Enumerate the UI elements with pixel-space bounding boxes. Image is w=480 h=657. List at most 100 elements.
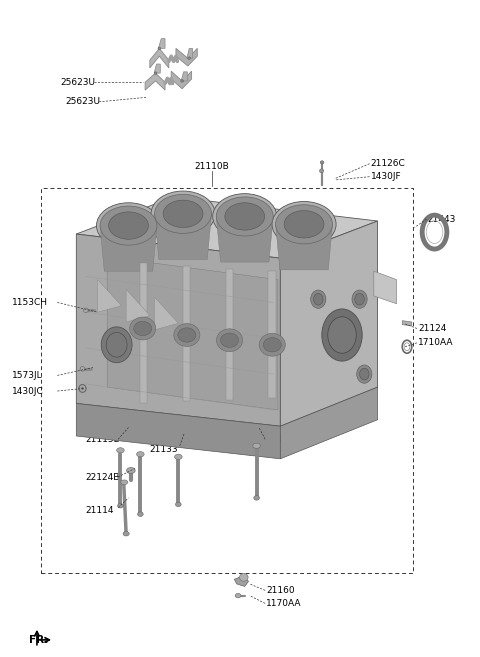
Polygon shape: [402, 321, 412, 326]
Text: FR.: FR.: [29, 635, 48, 645]
Polygon shape: [374, 271, 396, 304]
Ellipse shape: [357, 365, 372, 383]
Polygon shape: [76, 234, 280, 426]
Ellipse shape: [263, 338, 281, 352]
Polygon shape: [183, 266, 190, 401]
Text: 1153CH: 1153CH: [12, 298, 48, 307]
Ellipse shape: [216, 197, 273, 236]
Text: 1170AA: 1170AA: [266, 599, 301, 608]
Polygon shape: [176, 49, 197, 66]
Text: 21133: 21133: [150, 445, 179, 453]
Text: 21115D: 21115D: [266, 435, 301, 443]
Ellipse shape: [158, 47, 161, 50]
Ellipse shape: [127, 468, 135, 474]
Ellipse shape: [313, 293, 323, 305]
Ellipse shape: [118, 503, 123, 508]
Polygon shape: [234, 576, 249, 587]
Ellipse shape: [213, 194, 277, 239]
Ellipse shape: [220, 333, 239, 348]
Polygon shape: [155, 214, 212, 260]
Ellipse shape: [272, 202, 336, 247]
Ellipse shape: [155, 194, 212, 233]
Ellipse shape: [254, 495, 260, 500]
Ellipse shape: [178, 328, 196, 342]
Polygon shape: [187, 49, 192, 58]
Ellipse shape: [137, 451, 144, 457]
Ellipse shape: [174, 324, 200, 346]
Text: 1430JC: 1430JC: [12, 386, 44, 396]
Bar: [41, 189, 413, 573]
Ellipse shape: [276, 205, 333, 244]
Ellipse shape: [154, 72, 157, 74]
Polygon shape: [181, 72, 187, 81]
Ellipse shape: [284, 211, 324, 238]
Ellipse shape: [84, 308, 88, 313]
Polygon shape: [280, 221, 378, 426]
Ellipse shape: [82, 388, 84, 390]
Ellipse shape: [355, 293, 364, 305]
Ellipse shape: [216, 328, 242, 351]
Ellipse shape: [320, 161, 324, 164]
Ellipse shape: [120, 480, 128, 484]
Ellipse shape: [175, 454, 182, 459]
Ellipse shape: [360, 368, 369, 380]
Ellipse shape: [240, 574, 248, 581]
Polygon shape: [268, 271, 276, 397]
Polygon shape: [76, 403, 280, 459]
Text: 25623U: 25623U: [65, 97, 100, 106]
Ellipse shape: [100, 206, 157, 245]
Polygon shape: [158, 39, 165, 49]
Ellipse shape: [151, 191, 215, 237]
Ellipse shape: [180, 79, 183, 82]
Ellipse shape: [106, 332, 127, 357]
Polygon shape: [216, 216, 273, 262]
Text: 1710AA: 1710AA: [418, 338, 454, 348]
Text: 21160: 21160: [266, 586, 295, 595]
Text: 21110B: 21110B: [194, 162, 229, 171]
Ellipse shape: [253, 443, 261, 448]
Text: 1573JL: 1573JL: [12, 371, 43, 380]
Polygon shape: [276, 224, 333, 270]
Ellipse shape: [225, 203, 264, 230]
Polygon shape: [150, 49, 169, 68]
Text: 21115E: 21115E: [86, 435, 120, 443]
Ellipse shape: [259, 333, 285, 356]
Polygon shape: [126, 290, 150, 322]
Ellipse shape: [134, 321, 152, 336]
Text: 22124B: 22124B: [86, 472, 120, 482]
Polygon shape: [155, 297, 179, 330]
Polygon shape: [107, 257, 278, 410]
Ellipse shape: [80, 367, 85, 371]
Polygon shape: [171, 71, 192, 89]
Polygon shape: [140, 263, 147, 403]
Text: 21443: 21443: [427, 215, 456, 223]
Polygon shape: [226, 269, 233, 399]
Ellipse shape: [130, 317, 156, 340]
Ellipse shape: [328, 317, 356, 353]
Ellipse shape: [176, 502, 181, 507]
Ellipse shape: [137, 512, 143, 516]
Ellipse shape: [320, 169, 324, 173]
Polygon shape: [154, 64, 160, 73]
Ellipse shape: [235, 593, 241, 598]
Text: 21126C: 21126C: [371, 159, 405, 168]
Polygon shape: [145, 73, 165, 90]
Text: 21124: 21124: [418, 324, 446, 333]
Ellipse shape: [352, 290, 367, 308]
Ellipse shape: [117, 447, 124, 453]
Ellipse shape: [163, 200, 203, 227]
Polygon shape: [280, 387, 378, 459]
Ellipse shape: [311, 290, 326, 308]
Ellipse shape: [101, 327, 132, 363]
Ellipse shape: [188, 57, 191, 59]
Text: 25623U: 25623U: [60, 78, 96, 87]
Text: 1430JF: 1430JF: [371, 172, 401, 181]
Ellipse shape: [96, 203, 160, 248]
Ellipse shape: [322, 309, 362, 361]
Polygon shape: [76, 197, 378, 258]
Polygon shape: [97, 280, 121, 312]
Ellipse shape: [123, 532, 129, 536]
Text: 21114: 21114: [86, 507, 114, 515]
Polygon shape: [100, 225, 157, 271]
Ellipse shape: [108, 212, 148, 239]
